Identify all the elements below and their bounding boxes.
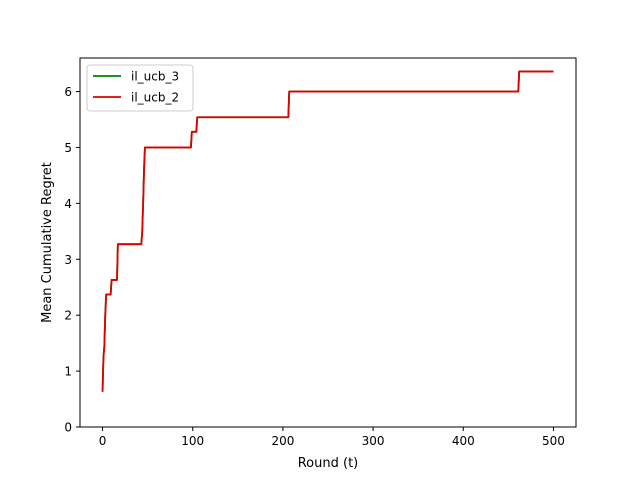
y-tick-label: 4 [64,197,72,211]
x-axis-ticks: 0 100 200 300 400 500 [99,427,565,448]
y-tick-label: 3 [64,253,72,267]
legend: il_ucb_3 il_ucb_2 [86,64,194,112]
x-tick-label: 400 [452,434,475,448]
legend-label: il_ucb_2 [131,91,179,105]
series-line-il-ucb-2 [101,70,554,392]
x-tick-label: 100 [181,434,204,448]
y-tick-label: 0 [64,421,72,435]
x-tick-label: 300 [362,434,385,448]
y-tick-label: 2 [64,309,72,323]
series-line-il-ucb-3 [101,70,554,392]
x-axis-label: Round (t) [298,456,359,471]
y-tick-label: 5 [64,141,72,155]
x-tick-label: 200 [271,434,294,448]
series-layer [101,70,554,392]
y-tick-label: 1 [64,365,72,379]
y-axis-ticks: 0 1 2 3 4 5 6 [64,85,80,435]
x-tick-label: 0 [99,434,107,448]
y-axis-label: Mean Cumulative Regret [40,162,55,323]
legend-label: il_ucb_3 [131,70,179,84]
x-tick-label: 500 [542,434,565,448]
y-tick-label: 6 [64,85,72,99]
axes-frame [79,57,577,428]
